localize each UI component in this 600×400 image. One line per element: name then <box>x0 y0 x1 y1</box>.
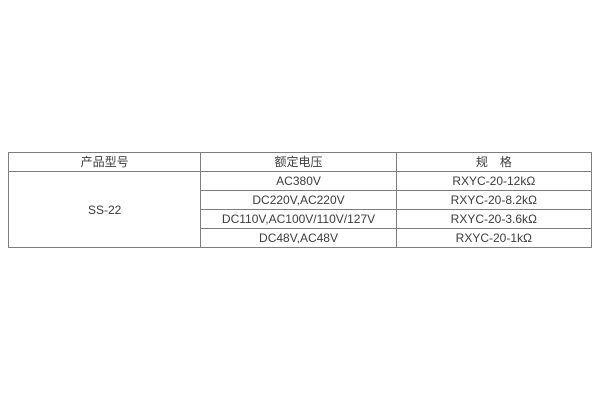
spec-cell: RXYC-20-8.2kΩ <box>395 190 593 210</box>
voltage-cell: DC110V,AC100V/110V/127V <box>200 209 397 229</box>
header-product-model: 产品型号 <box>7 152 202 172</box>
spec-cell: RXYC-20-12kΩ <box>395 171 593 191</box>
voltage-cell: DC220V,AC220V <box>200 190 397 210</box>
table-header-row: 产品型号 额定电压 规 格 <box>7 152 593 172</box>
voltage-cell: AC380V <box>200 171 397 191</box>
spec-cell: RXYC-20-1kΩ <box>395 228 593 248</box>
table-row: SS-22 AC380V RXYC-20-12kΩ <box>7 171 593 248</box>
header-rated-voltage: 额定电压 <box>200 152 397 172</box>
product-spec-table: 产品型号 额定电压 规 格 SS-22 AC380V RXYC-20-12kΩ … <box>7 152 593 248</box>
table-row: DC48V,AC48V RXYC-20-1kΩ <box>9 228 593 248</box>
product-model-cell: SS-22 <box>7 171 202 248</box>
voltage-cell: DC48V,AC48V <box>200 228 397 248</box>
header-specification: 规 格 <box>395 152 593 172</box>
spec-cell: RXYC-20-3.6kΩ <box>395 209 593 229</box>
